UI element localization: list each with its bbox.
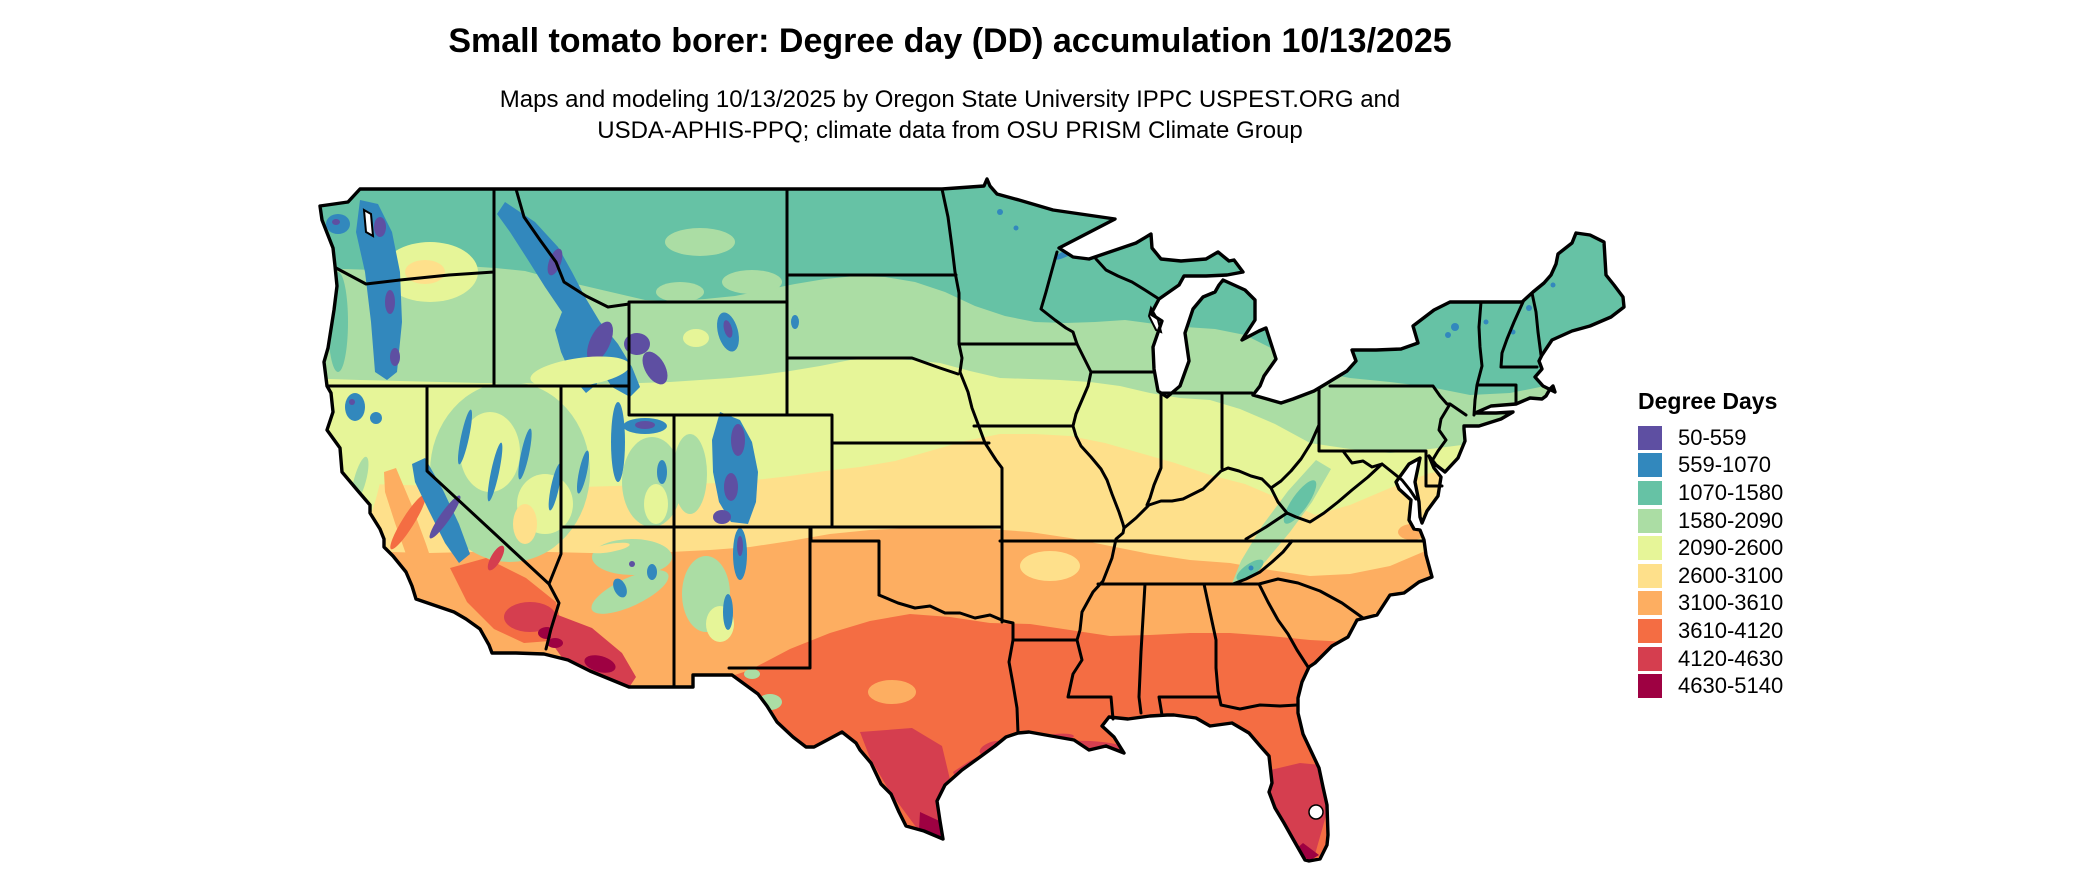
legend-label: 50-559 [1678, 424, 1747, 450]
us-outline [318, 177, 1626, 863]
legend-item: 559-1070 [1638, 452, 1868, 480]
legend-title: Degree Days [1638, 388, 1778, 414]
map-subtitle: Maps and modeling 10/13/2025 by Oregon S… [0, 84, 1900, 146]
subtitle-line-2: USDA-APHIS-PPQ; climate data from OSU PR… [597, 117, 1303, 144]
legend-item: 4120-4630 [1638, 645, 1868, 673]
legend-rows: 50-559 559-1070 1070-1580 1580-2090 2090-260… [1638, 424, 1868, 700]
legend-label: 2600-3100 [1678, 562, 1784, 588]
puget-sound-water [362, 208, 375, 238]
legend-label: 4120-4630 [1678, 645, 1784, 671]
legend-label: 559-1070 [1678, 452, 1771, 478]
legend-label: 4630-5140 [1678, 673, 1784, 699]
legend: Degree Days 50-559 559-1070 1070-1580 1580-… [1638, 388, 1868, 700]
legend-item: 3100-3610 [1638, 590, 1868, 618]
legend-label: 2090-2600 [1678, 535, 1784, 561]
map-container [300, 172, 1630, 882]
legend-item: 1070-1580 [1638, 479, 1868, 507]
subtitle-line-1: Maps and modeling 10/13/2025 by Oregon S… [499, 86, 1401, 113]
state-borders [325, 187, 1543, 735]
legend-item: 50-559 [1638, 424, 1868, 452]
legend-item: 2600-3100 [1638, 562, 1868, 590]
legend-swatch [1638, 646, 1662, 671]
legend-label: 3610-4120 [1678, 617, 1784, 643]
legend-label: 3100-3610 [1678, 590, 1784, 616]
legend-label: 1070-1580 [1678, 479, 1784, 505]
legend-label: 1580-2090 [1678, 507, 1784, 533]
lake-okeechobee [1308, 804, 1324, 820]
legend-swatch [1638, 674, 1662, 699]
legend-swatch [1638, 591, 1662, 616]
us-degree-day-map [318, 177, 1626, 863]
legend-swatch [1638, 453, 1662, 478]
legend-swatch [1638, 563, 1662, 588]
map-title: Small tomato borer: Degree day (DD) accu… [448, 22, 1452, 60]
legend-item: 1580-2090 [1638, 507, 1868, 535]
legend-swatch [1638, 480, 1662, 505]
legend-item: 3610-4120 [1638, 617, 1868, 645]
legend-swatch [1638, 425, 1662, 450]
legend-swatch [1638, 618, 1662, 643]
legend-item: 2090-2600 [1638, 534, 1868, 562]
legend-swatch [1638, 536, 1662, 561]
legend-swatch [1638, 508, 1662, 533]
legend-item: 4630-5140 [1638, 672, 1868, 700]
page-title: Small tomato borer: Degree day (DD) accu… [0, 22, 1900, 61]
